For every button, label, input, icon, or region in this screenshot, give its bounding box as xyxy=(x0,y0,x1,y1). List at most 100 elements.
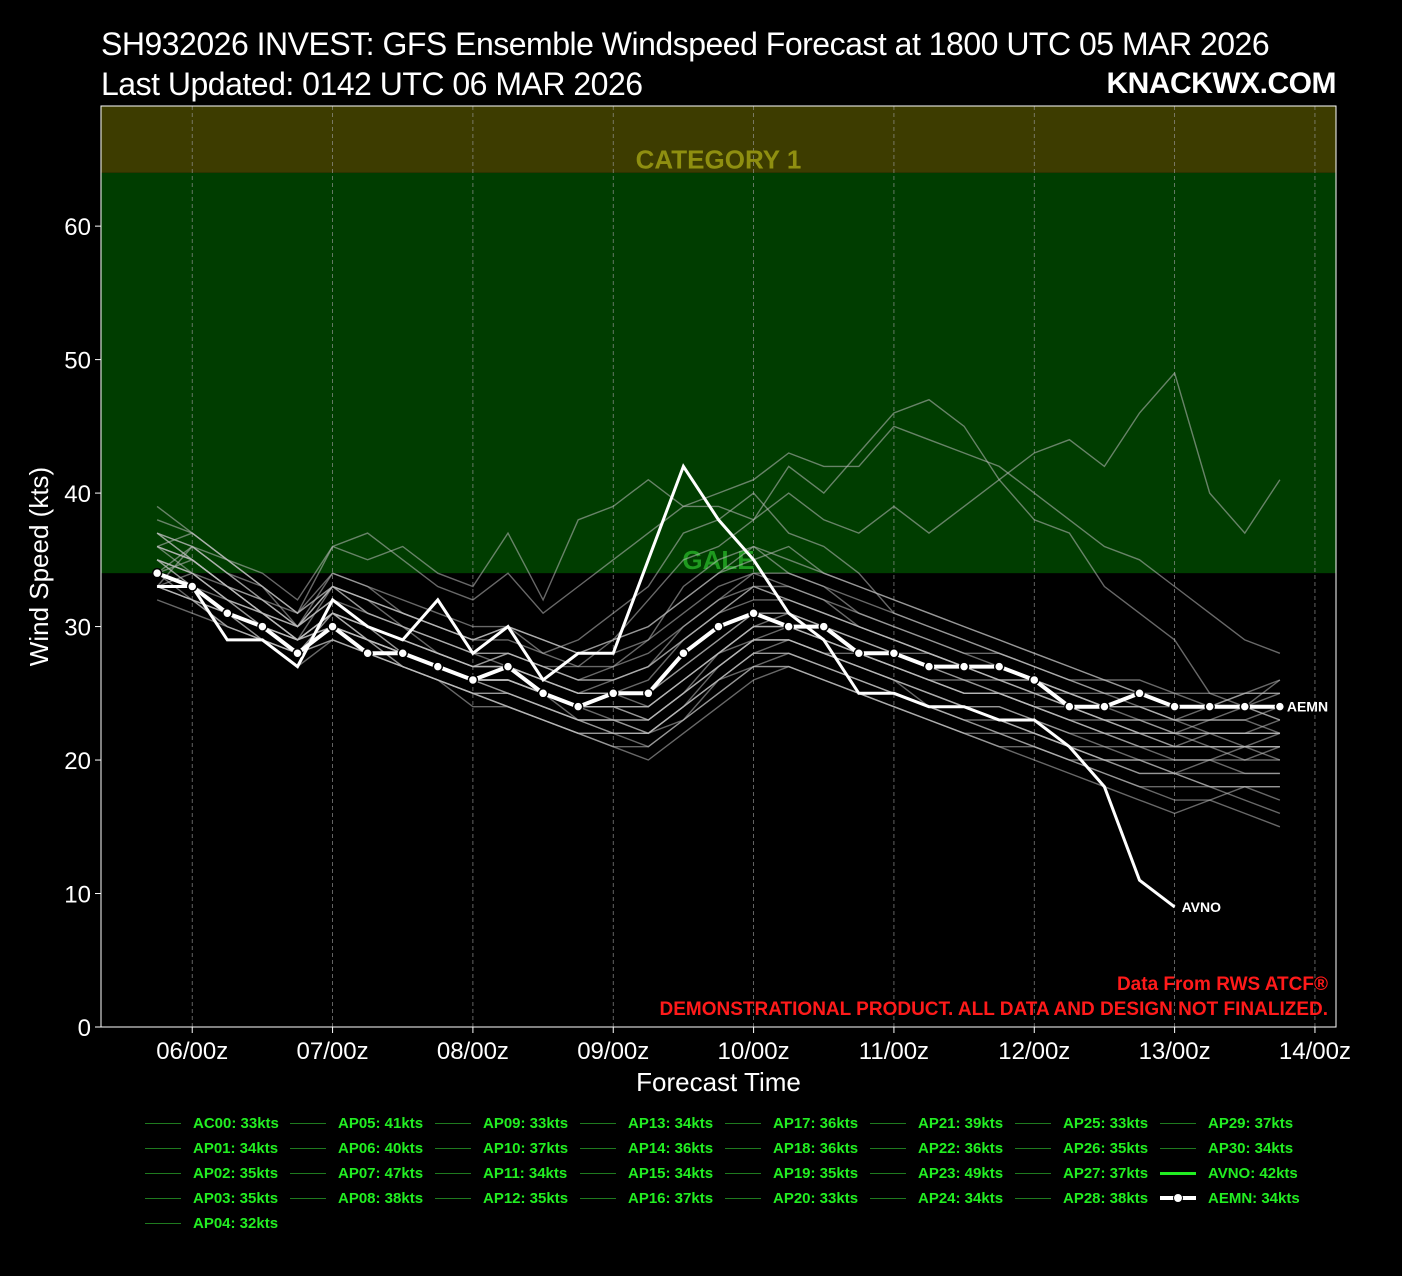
legend-label: AP05: 41kts xyxy=(338,1114,424,1132)
legend-label: AP13: 34kts xyxy=(628,1114,714,1132)
data-point xyxy=(1239,701,1251,712)
series-line-avno xyxy=(157,463,1176,909)
data-point xyxy=(186,581,198,592)
source-annotation: Data From RWS ATCF® xyxy=(1117,974,1328,995)
legend-label: AP11: 34kts xyxy=(483,1164,568,1182)
x-tick-label: 11/00z xyxy=(859,1038,929,1065)
legend-swatch xyxy=(580,1147,616,1149)
data-point xyxy=(467,674,479,686)
data-point xyxy=(888,648,900,659)
data-point xyxy=(958,661,970,672)
legend-label: AP18: 36kts xyxy=(773,1139,859,1157)
legend-label: AEMN: 34kts xyxy=(1208,1189,1300,1207)
legend-swatch xyxy=(725,1122,761,1124)
x-tick-label: 09/00z xyxy=(577,1038,649,1065)
legend-item: AP27: 37kts xyxy=(1015,1161,1148,1185)
legend-item: AP11: 34kts xyxy=(435,1161,567,1185)
legend-swatch xyxy=(725,1147,761,1149)
legend-swatch xyxy=(725,1197,761,1199)
data-point xyxy=(537,688,549,699)
legend-swatch xyxy=(145,1122,181,1124)
legend-item: AP09: 33kts xyxy=(435,1111,568,1135)
legend-label: AP02: 35kts xyxy=(193,1164,279,1182)
legend-label: AVNO: 42kts xyxy=(1208,1164,1298,1182)
legend-swatch xyxy=(1015,1122,1051,1124)
title-line-2: Last Updated: 0142 UTC 06 MAR 2026 xyxy=(101,66,643,102)
legend-label: AP17: 36kts xyxy=(773,1114,859,1132)
data-point xyxy=(502,661,514,672)
legend-item: AP15: 34kts xyxy=(580,1161,713,1185)
legend-item: AP04: 32kts xyxy=(145,1211,278,1235)
legend-item: AC00: 33kts xyxy=(145,1111,279,1135)
legend-label: AC00: 33kts xyxy=(193,1114,279,1132)
series-line-ap20 xyxy=(156,585,1280,815)
data-point xyxy=(1029,674,1040,686)
series-line-ap05 xyxy=(156,371,1281,615)
series-line-ap09 xyxy=(156,585,1280,734)
legend-swatch xyxy=(1160,1122,1196,1124)
legend-swatch xyxy=(435,1172,471,1174)
series-line-ap27 xyxy=(156,532,1280,708)
legend-label: AP09: 33kts xyxy=(483,1114,569,1132)
data-point xyxy=(678,648,689,659)
data-point xyxy=(1274,701,1286,712)
legend-label: AP04: 32kts xyxy=(193,1214,279,1232)
legend-label: AP26: 35kts xyxy=(1063,1139,1149,1157)
x-tick-label: 07/00z xyxy=(297,1038,369,1065)
x-tick-label: 14/00z xyxy=(1279,1038,1351,1065)
title-line-1: SH932026 INVEST: GFS Ensemble Windspeed … xyxy=(101,26,1270,62)
data-point xyxy=(397,648,408,659)
series-line-ap28 xyxy=(156,519,1281,721)
legend-label: AP06: 40kts xyxy=(338,1139,424,1157)
data-point xyxy=(1204,701,1215,712)
legend-swatch xyxy=(290,1122,326,1124)
x-tick-label: 13/00z xyxy=(1139,1038,1211,1065)
chart-legend: AC00: 33kts AP01: 34kts AP02: 35kts AP03: 3… xyxy=(145,1111,1345,1241)
legend-swatch xyxy=(290,1147,326,1149)
band-label: CATEGORY 1 xyxy=(636,145,802,175)
chart-title: SH932026 INVEST: GFS Ensemble Windspeed … xyxy=(101,24,1270,104)
legend-label: AP08: 38kts xyxy=(338,1189,424,1207)
data-point xyxy=(151,567,163,579)
y-tick-label: 60 xyxy=(64,214,91,241)
band-gale xyxy=(101,172,1336,574)
data-point xyxy=(292,648,303,659)
legend-item: AP14: 36kts xyxy=(580,1136,713,1160)
legend-label: AP21: 39kts xyxy=(918,1114,1004,1132)
legend-item: AP30: 34kts xyxy=(1160,1136,1293,1160)
data-point xyxy=(923,661,935,672)
legend-label: AP30: 34kts xyxy=(1208,1139,1294,1157)
data-point xyxy=(643,688,654,699)
legend-label: AP16: 37kts xyxy=(628,1189,714,1207)
legend-swatch xyxy=(1160,1171,1196,1175)
data-point xyxy=(257,621,268,632)
legend-item: AP29: 37kts xyxy=(1160,1111,1293,1135)
legend-label: AP15: 34kts xyxy=(628,1164,714,1182)
data-point xyxy=(1169,701,1180,712)
legend-swatch xyxy=(870,1197,906,1199)
data-point xyxy=(783,621,794,632)
brand-logo-text: KNACKWX.COM xyxy=(1106,67,1337,100)
legend-label: AP27: 37kts xyxy=(1063,1164,1149,1182)
legend-item: AP01: 34kts xyxy=(145,1136,278,1160)
legend-item: AP24: 34kts xyxy=(870,1186,1003,1210)
legend-label: AP07: 47kts xyxy=(338,1164,424,1182)
legend-swatch xyxy=(145,1197,181,1199)
legend-swatch xyxy=(580,1172,616,1174)
legend-item: AP23: 49kts xyxy=(870,1161,1003,1185)
legend-swatch xyxy=(580,1122,616,1124)
y-tick-label: 10 xyxy=(64,882,91,909)
legend-item: AP10: 37kts xyxy=(435,1136,568,1160)
data-point xyxy=(853,648,865,659)
legend-swatch xyxy=(435,1147,471,1149)
legend-marker xyxy=(1173,1193,1183,1203)
data-point xyxy=(432,661,444,672)
legend-label: AP25: 33kts xyxy=(1063,1114,1149,1132)
legend-item: AP18: 36kts xyxy=(725,1136,858,1160)
legend-swatch xyxy=(290,1172,326,1174)
series-line-ap29 xyxy=(156,532,1281,761)
legend-item: AP13: 34kts xyxy=(580,1111,713,1135)
legend-label: AP28: 38kts xyxy=(1063,1189,1149,1207)
data-point xyxy=(222,607,233,619)
legend-label: AP23: 49kts xyxy=(918,1164,1004,1182)
